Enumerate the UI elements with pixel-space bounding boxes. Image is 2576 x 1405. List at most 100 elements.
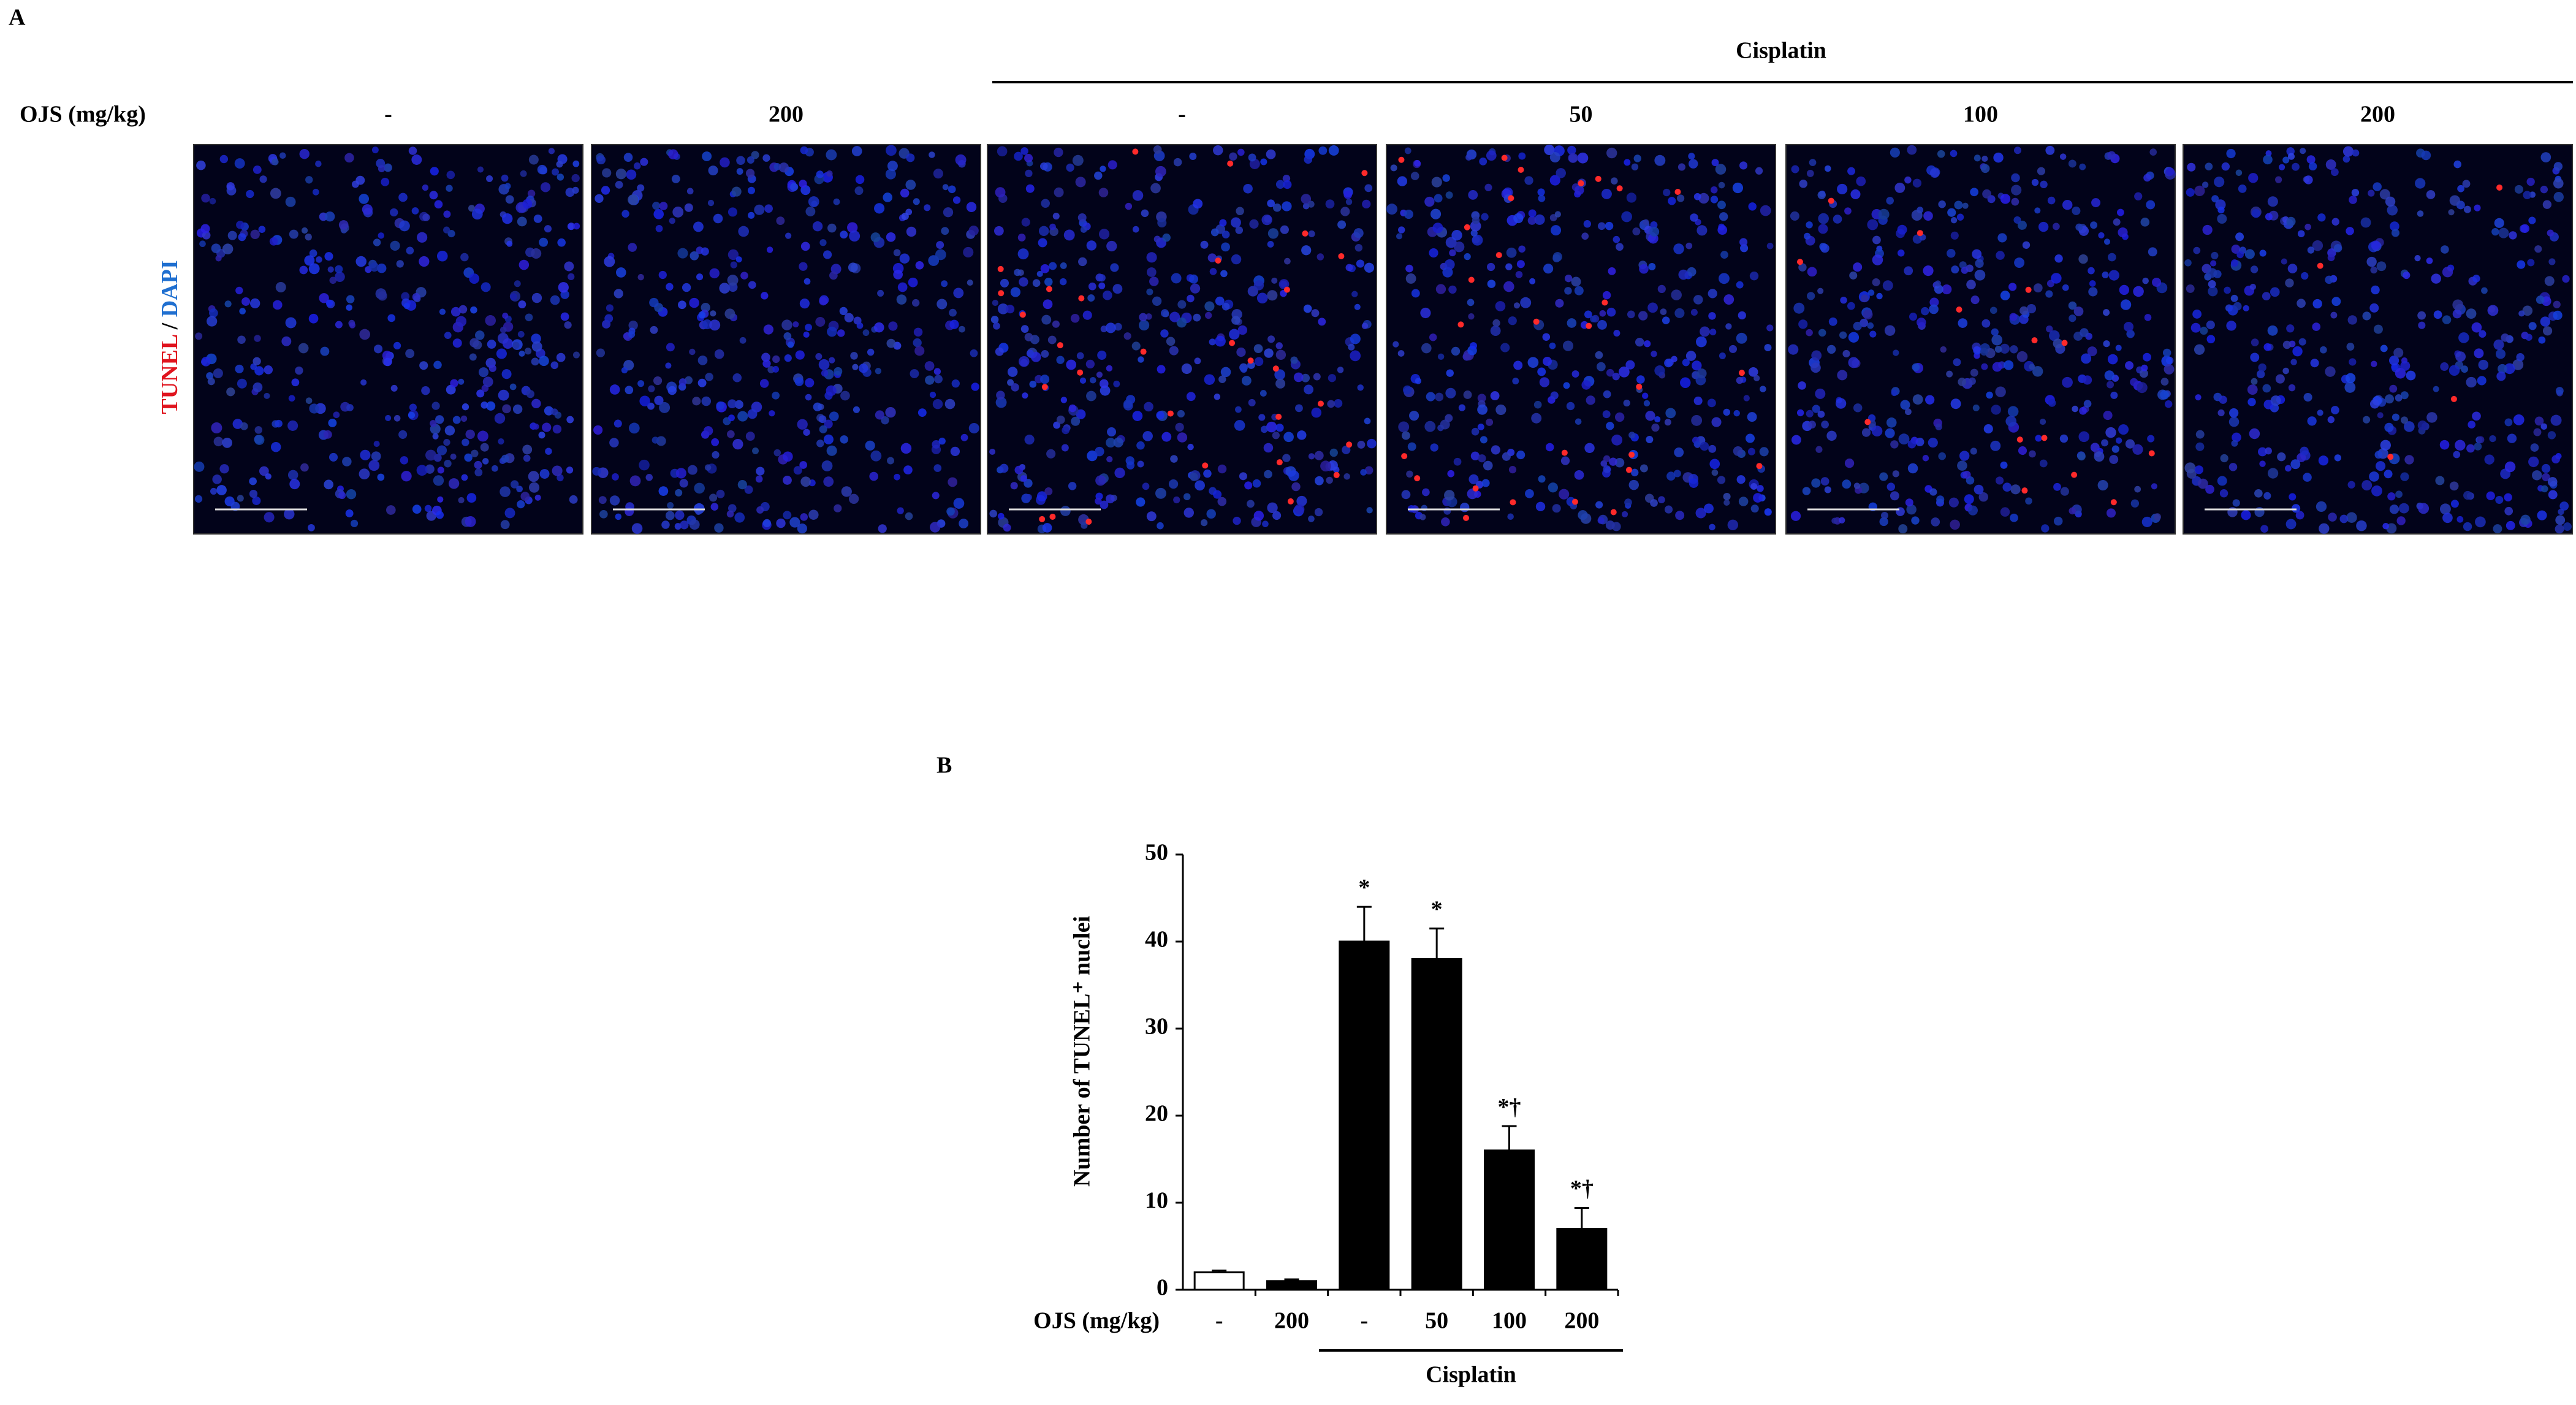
nucleus [1551, 225, 1562, 236]
nucleus [1297, 430, 1307, 440]
nucleus [1468, 474, 1479, 484]
nucleus [234, 158, 245, 169]
nucleus [373, 238, 381, 246]
nucleus [1513, 213, 1524, 224]
nucleus [1100, 500, 1109, 509]
nucleus [2200, 326, 2208, 335]
nucleus [1928, 437, 1938, 448]
nucleus [1453, 241, 1465, 253]
tunel-nucleus [1140, 348, 1147, 355]
nucleus [2000, 461, 2008, 469]
nucleus [1282, 454, 1291, 462]
nucleus [1405, 264, 1413, 273]
nucleus [1096, 371, 1103, 378]
nucleus [2455, 351, 2466, 362]
nucleus [386, 505, 396, 515]
nucleus [878, 524, 887, 533]
tunel-nucleus [1674, 189, 1681, 196]
tunel-nucleus [1561, 449, 1568, 456]
nucleus [2039, 418, 2046, 425]
nucleus [2211, 251, 2219, 260]
nucleus [1209, 268, 1217, 275]
nucleus [834, 367, 843, 376]
nucleus [1555, 299, 1564, 308]
nucleus [602, 168, 612, 178]
nucleus [252, 496, 261, 505]
nucleus [2534, 416, 2544, 426]
nucleus [1029, 380, 1037, 388]
nucleus [906, 153, 915, 162]
nucleus [946, 507, 955, 516]
nucleus [929, 151, 935, 158]
nucleus [971, 383, 979, 391]
nucleus [2259, 249, 2266, 257]
nucleus [1826, 430, 1837, 441]
nucleus [324, 211, 335, 222]
nucleus [351, 519, 359, 528]
nucleus [1980, 164, 1990, 173]
nucleus [1472, 216, 1480, 224]
nucleus [281, 336, 292, 346]
tunel-nucleus [1333, 471, 1340, 478]
nucleus [2507, 433, 2517, 443]
nucleus [1548, 482, 1558, 493]
nucleus [443, 226, 450, 234]
nucleus [2292, 346, 2303, 357]
nucleus [870, 450, 882, 462]
nucleus [1024, 333, 1033, 341]
nucleus [2563, 522, 2572, 531]
nucleus [847, 222, 858, 233]
nucleus [951, 379, 960, 388]
nucleus [1283, 432, 1294, 443]
nucleus [1595, 501, 1603, 509]
nucleus [1062, 426, 1070, 435]
nucleus [653, 209, 664, 219]
nucleus [1529, 278, 1536, 284]
nucleus [2363, 416, 2371, 424]
nucleus [932, 398, 943, 409]
nucleus [948, 477, 957, 487]
nucleus [2083, 400, 2092, 408]
nucleus [1068, 482, 1077, 490]
nucleus [728, 249, 739, 261]
nucleus [934, 375, 943, 384]
nucleus [1267, 335, 1275, 343]
nucleus [1981, 363, 1988, 370]
nucleus [371, 147, 379, 154]
nucleus [665, 362, 672, 369]
nucleus [2205, 162, 2213, 171]
nucleus [531, 248, 542, 259]
nucleus [2376, 461, 2386, 471]
nucleus [346, 304, 352, 311]
nucleus [1364, 417, 1371, 425]
nucleus [1809, 159, 1817, 166]
nucleus [2088, 267, 2095, 275]
nucleus [1241, 376, 1252, 386]
nucleus [1689, 159, 1698, 169]
nucleus [2123, 321, 2134, 332]
nucleus [2318, 455, 2329, 466]
tunel-nucleus [1346, 441, 1353, 448]
nucleus [238, 233, 246, 242]
nucleus [1086, 240, 1097, 251]
nucleus [1518, 245, 1525, 253]
nucleus [544, 406, 554, 416]
nucleus [419, 256, 430, 267]
nucleus [1098, 188, 1109, 197]
nucleus [612, 473, 619, 481]
nucleus [1516, 260, 1525, 268]
nucleus [1711, 469, 1719, 476]
nucleus [2463, 490, 2472, 500]
nucleus [2504, 418, 2513, 427]
nucleus [1098, 229, 1110, 240]
tunel-nucleus [1046, 286, 1052, 292]
nucleus [1806, 409, 1814, 417]
nucleus [1060, 262, 1067, 269]
nucleus [2468, 421, 2476, 429]
nucleus [1562, 340, 1574, 351]
nucleus [1386, 204, 1397, 215]
nucleus [1693, 295, 1703, 305]
nucleus [2298, 338, 2306, 346]
nucleus [2395, 394, 2403, 402]
nucleus [1304, 384, 1314, 395]
